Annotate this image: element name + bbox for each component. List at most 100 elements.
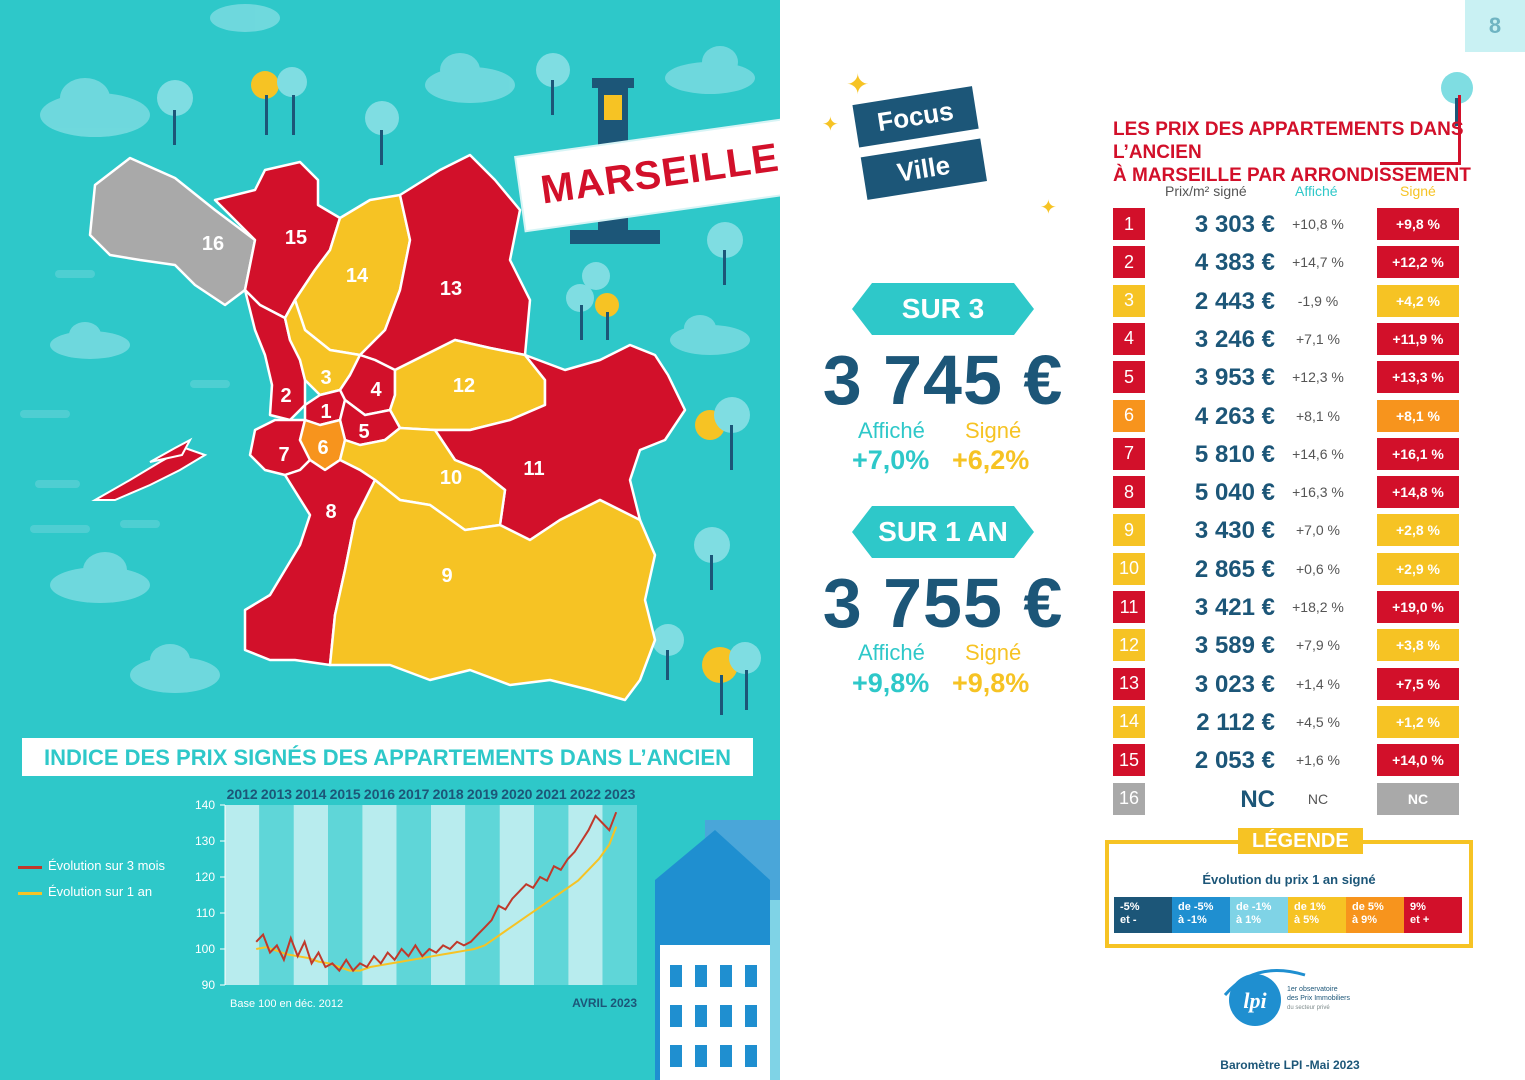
cloud-icon — [40, 4, 755, 693]
year-band — [259, 805, 294, 985]
table-row: 5 3 953 € +12,3 % +13,3 % — [1113, 361, 1459, 394]
page-number: 8 — [1465, 0, 1525, 52]
island-shape — [149, 437, 193, 463]
x-tick-label: 2015 — [330, 786, 361, 802]
row-arrondissement-number: 1 — [1113, 208, 1145, 240]
legend-swatch-line-2: et - — [1120, 914, 1137, 926]
legend-swatch: -5% et - — [1114, 897, 1172, 933]
year-band — [225, 805, 260, 985]
row-affiche: +1,4 % — [1296, 675, 1340, 692]
arrondissement-label-4: 4 — [370, 379, 382, 401]
row-arrondissement-number: 5 — [1113, 361, 1145, 394]
row-arrondissement-number: 8 — [1113, 476, 1145, 509]
arrondissement-map — [88, 153, 687, 702]
header-affiche: Affiché — [1295, 183, 1338, 199]
arrondissement-label-8: 8 — [325, 501, 336, 523]
year-band — [293, 805, 328, 985]
row-affiche: +0,6 % — [1296, 560, 1340, 577]
row-price: 3 430 € — [1194, 517, 1275, 545]
y-tick-label: 110 — [196, 906, 215, 920]
row-affiche: +8,1 % — [1296, 407, 1340, 424]
arrondissement-label-6: 6 — [317, 437, 328, 459]
row-price: 2 865 € — [1194, 555, 1275, 583]
legend-swatch-3-mois — [18, 866, 42, 869]
one-year-value: 3 755 € — [822, 564, 1064, 642]
legend-swatch-line-2: à 1% — [1236, 914, 1262, 926]
row-price: 3 589 € — [1194, 632, 1275, 660]
row-affiche: +18,2 % — [1292, 599, 1344, 615]
legend-swatch: de -5% à -1% — [1172, 897, 1230, 933]
logo-letters: lpi — [1243, 988, 1267, 1013]
legend-swatch: de -1% à 1% — [1230, 897, 1288, 933]
row-signe: +1,2 % — [1377, 705, 1459, 738]
year-band — [431, 805, 466, 985]
legend-swatch-line-2: à 5% — [1294, 914, 1320, 926]
three-months-value: 3 745 € — [822, 341, 1064, 419]
row-affiche: +12,3 % — [1292, 369, 1344, 386]
x-tick-label: 2016 — [364, 786, 395, 802]
legend-label-1-an: Évolution sur 1 an — [48, 884, 153, 899]
x-tick-label: 2017 — [398, 786, 429, 802]
y-tick-label: 140 — [195, 798, 215, 812]
lpi-logo: lpi 1er observatoire des Prix Immobilier… — [1215, 955, 1365, 1045]
year-band — [396, 805, 431, 985]
arrondissement-label-12: 12 — [453, 375, 475, 397]
one-year-affiche-label: Affiché — [858, 640, 925, 665]
table-row: 2 4 383 € +14,7 % +12,2 % — [1113, 246, 1459, 279]
one-year-signe-label: Signé — [965, 640, 1022, 665]
arrondissement-label-13: 13 — [440, 278, 462, 300]
table-title: LES PRIX DES APPARTEMENTS DANS L’ANCIEN … — [1113, 118, 1525, 187]
title-underline — [1380, 162, 1460, 165]
row-signe: +11,9 % — [1377, 322, 1459, 355]
row-arrondissement-number: 10 — [1113, 552, 1145, 585]
row-affiche: +10,8 % — [1292, 216, 1344, 232]
legend-swatch: de 5% à 9% — [1346, 897, 1404, 933]
x-tick-label: 2013 — [261, 786, 292, 802]
x-tick-label: 2014 — [295, 786, 326, 802]
table-title-line-2: À MARSEILLE PAR ARRONDISSEMENT — [1113, 165, 1471, 186]
row-price: 2 443 € — [1194, 287, 1275, 315]
arrondissement-label-9: 9 — [441, 565, 452, 587]
row-arrondissement-number: 7 — [1113, 437, 1145, 470]
one-year-affiche-pct: +9,8% — [852, 668, 930, 698]
row-arrondissement-number: 13 — [1113, 667, 1145, 700]
row-signe: +4,2 % — [1377, 284, 1459, 317]
sparkle-icon: ✦ — [822, 114, 839, 136]
header-price: Prix/m² signé — [1165, 183, 1247, 199]
row-affiche: NC — [1307, 790, 1329, 807]
row-affiche: +16,3 % — [1292, 484, 1344, 501]
x-tick-label: 2019 — [467, 786, 498, 802]
legend-swatch-line-1: 9% — [1410, 901, 1426, 913]
table-title-line-1: LES PRIX DES APPARTEMENTS DANS L’ANCIEN — [1113, 119, 1464, 163]
table-row: 7 5 810 € +14,6 % +16,1 % — [1113, 437, 1459, 470]
table-row: 13 3 023 € +1,4 % +7,5 % — [1113, 667, 1459, 700]
arrondissement-label-14: 14 — [346, 265, 369, 287]
one-year-heading: SUR 1 AN — [852, 506, 1034, 558]
chart-note: Base 100 en déc. 2012 — [230, 998, 343, 1010]
legend-swatch-line-1: de 5% — [1352, 901, 1384, 913]
tree-icon — [157, 53, 761, 715]
row-signe: +14,8 % — [1377, 476, 1459, 509]
row-arrondissement-number: 12 — [1113, 629, 1145, 662]
table-row: 9 3 430 € +7,0 % +2,8 % — [1113, 514, 1459, 547]
y-tick-label: 90 — [202, 978, 216, 992]
arrondissement-16[interactable] — [88, 156, 257, 307]
row-price: 3 023 € — [1194, 670, 1275, 698]
legend-swatch-line-1: de -5% — [1178, 901, 1214, 913]
x-tick-label: 2021 — [536, 786, 567, 802]
table-row: 3 2 443 € -1,9 % +4,2 % — [1113, 284, 1459, 317]
tree-icon — [1441, 72, 1473, 126]
legend-swatch-line-1: de -1% — [1236, 901, 1272, 913]
row-arrondissement-number: 9 — [1113, 514, 1145, 547]
legend-label-3-mois: Évolution sur 3 mois — [48, 858, 166, 873]
x-tick-label: 2018 — [433, 786, 464, 802]
row-affiche: -1,9 % — [1297, 292, 1339, 309]
row-signe: +3,8 % — [1377, 629, 1459, 662]
year-band — [568, 805, 603, 985]
row-signe: NC — [1377, 782, 1459, 815]
arrondissement-9[interactable] — [328, 478, 657, 702]
year-band — [602, 805, 637, 985]
row-signe: +2,8 % — [1377, 514, 1459, 547]
